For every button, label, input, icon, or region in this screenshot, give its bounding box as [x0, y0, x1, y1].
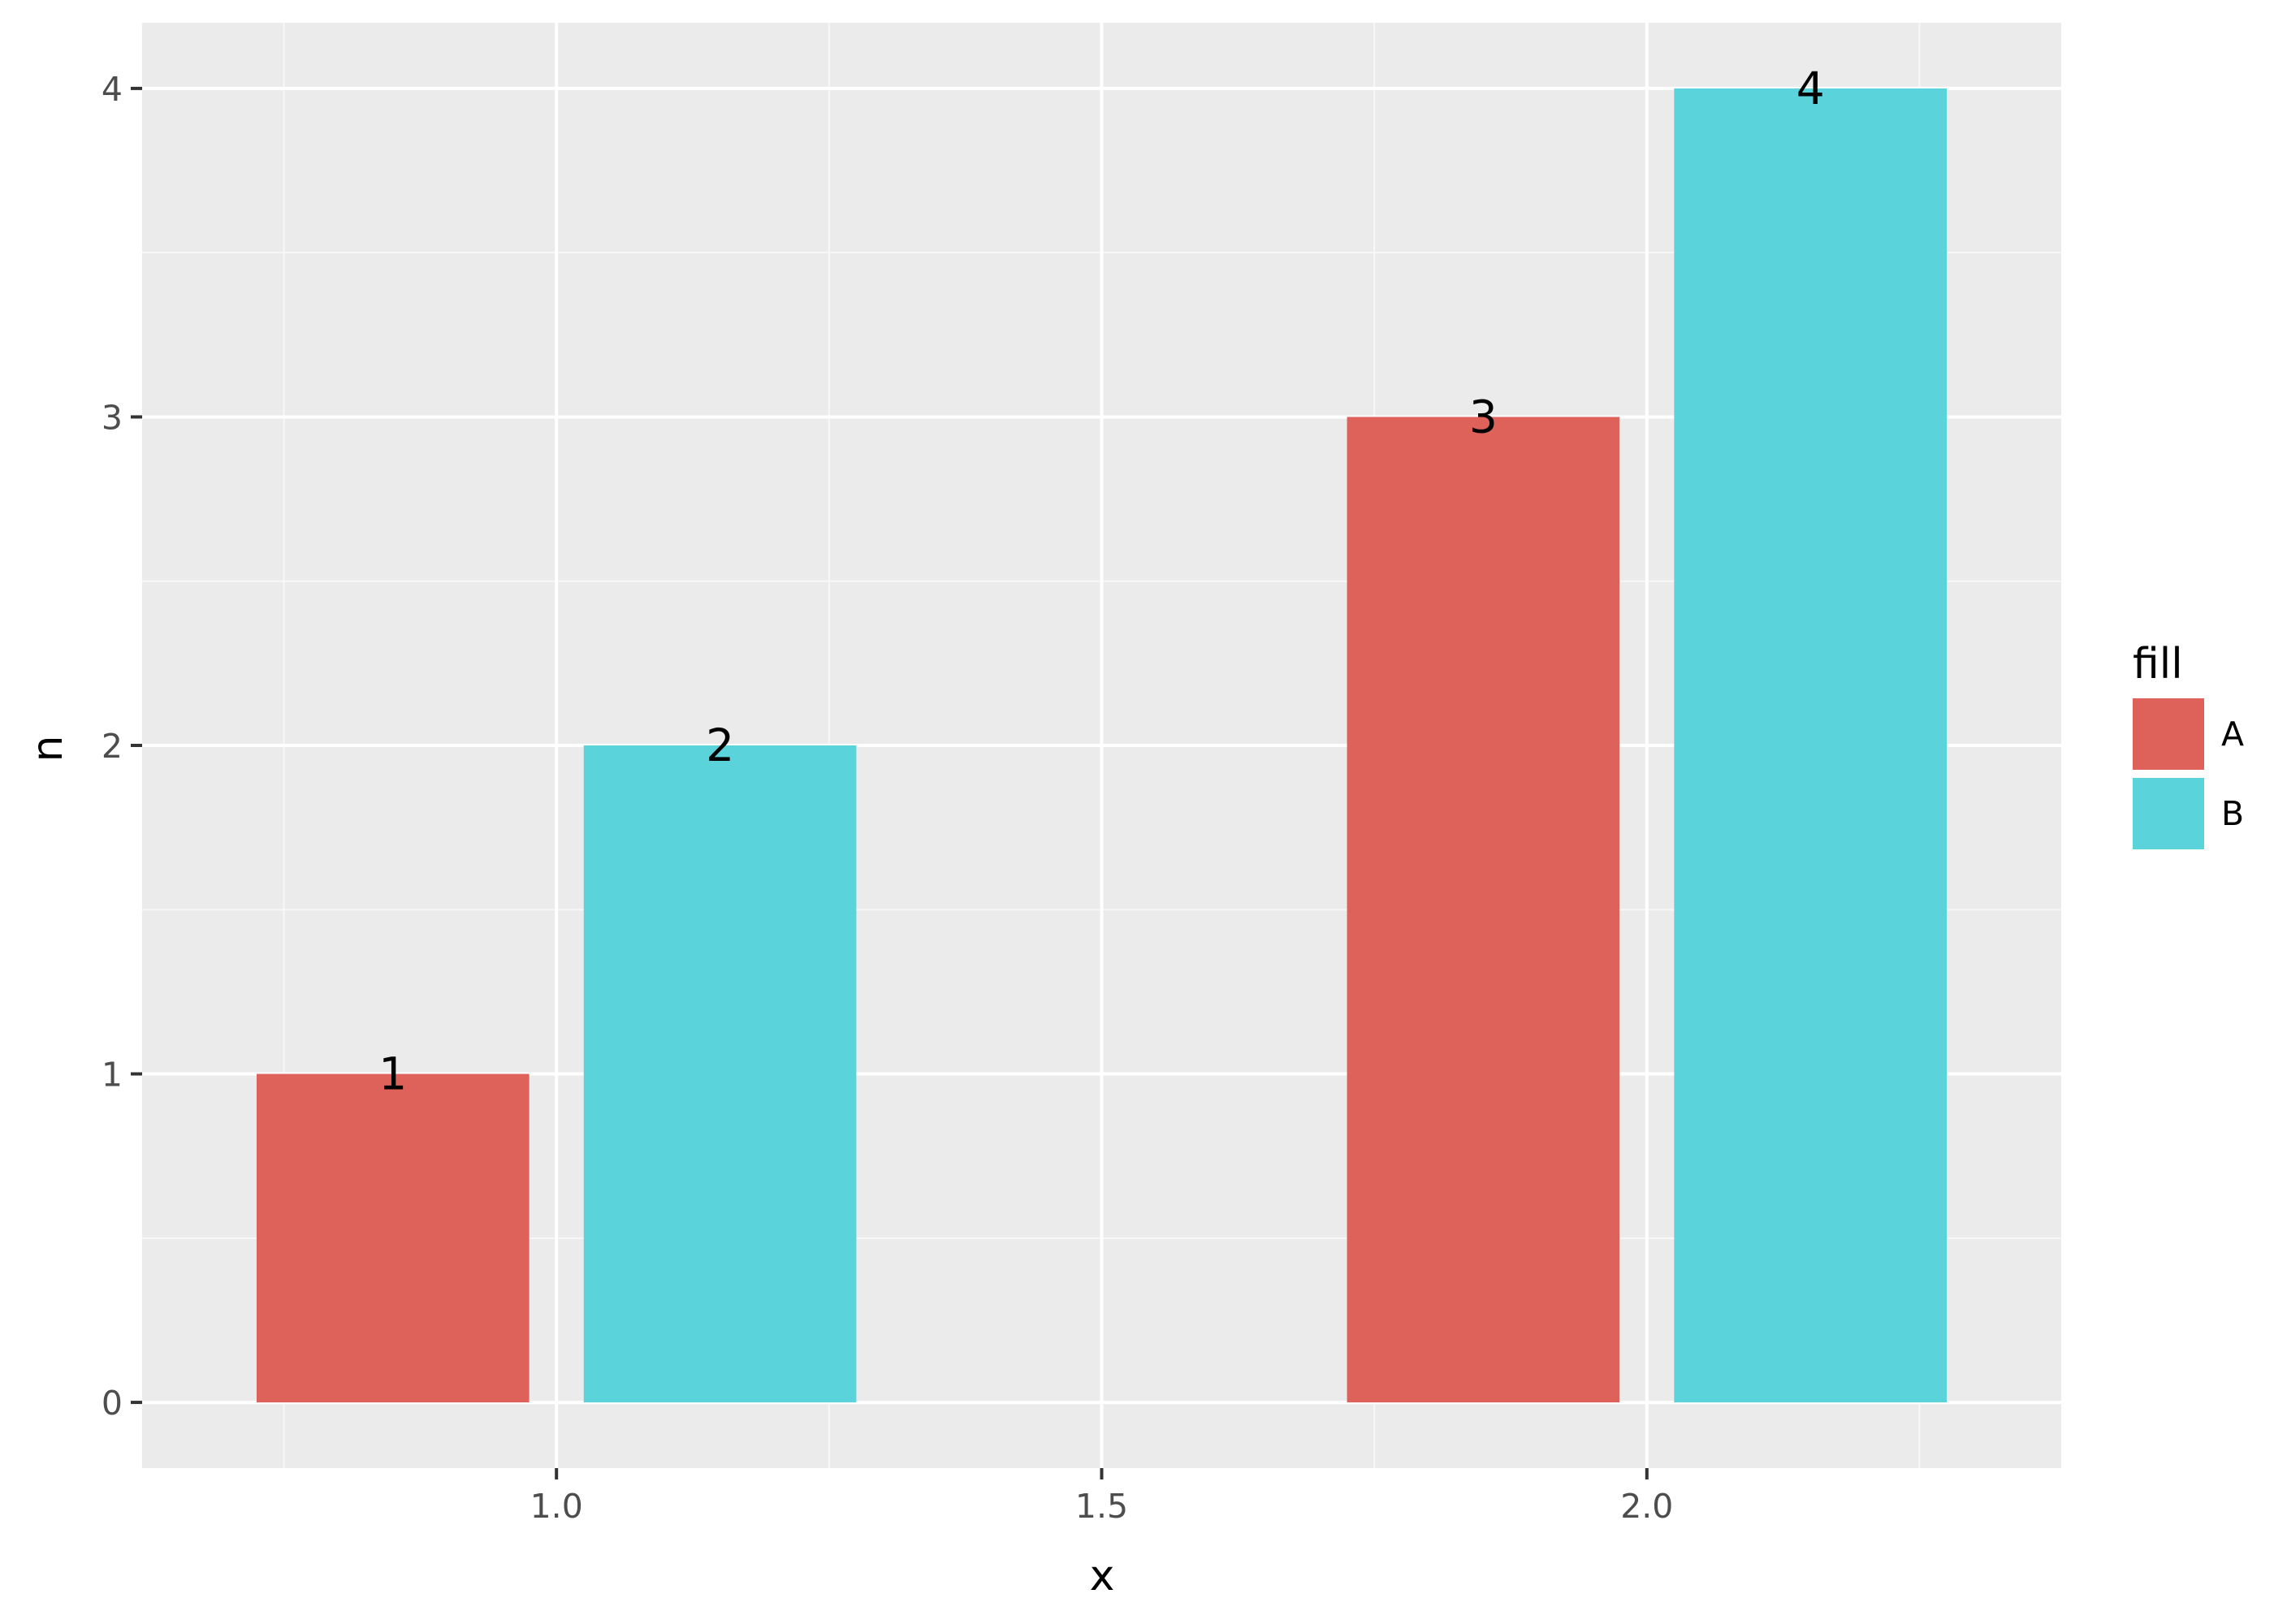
bar-value-label: 2 — [706, 719, 734, 771]
bar-value-label: 4 — [1796, 63, 1825, 114]
x-tick-label: 2.0 — [1620, 1487, 1673, 1526]
legend-label-a: A — [2221, 715, 2244, 754]
bars — [256, 88, 1948, 1403]
legend-label-b: B — [2221, 794, 2244, 833]
bar-a-3 — [1347, 417, 1620, 1403]
bar-labels: 1 2 3 4 — [378, 63, 1824, 1100]
bar-a-1 — [256, 1073, 530, 1403]
axis-ticks: 0 1 2 3 4 1.0 1.5 2.0 — [102, 70, 1674, 1526]
bar-b-2 — [583, 745, 857, 1403]
bar-value-label: 1 — [378, 1048, 407, 1100]
y-tick-label: 2 — [102, 727, 123, 766]
x-axis-title: x — [1090, 1552, 1115, 1600]
y-tick-label: 3 — [102, 398, 123, 437]
y-axis-title: n — [24, 736, 72, 762]
legend-key-a — [2133, 698, 2204, 770]
y-tick-label: 0 — [102, 1384, 123, 1423]
legend: fill A B — [2133, 640, 2244, 849]
bar-value-label: 3 — [1469, 391, 1498, 443]
x-tick-label: 1.5 — [1075, 1487, 1128, 1526]
y-tick-label: 1 — [102, 1056, 123, 1095]
bar-b-4 — [1674, 88, 1948, 1403]
legend-key-b — [2133, 778, 2204, 849]
y-tick-label: 4 — [102, 70, 123, 109]
legend-title: fill — [2133, 640, 2183, 689]
x-tick-label: 1.0 — [530, 1487, 583, 1526]
grid-lines — [142, 23, 2061, 1468]
